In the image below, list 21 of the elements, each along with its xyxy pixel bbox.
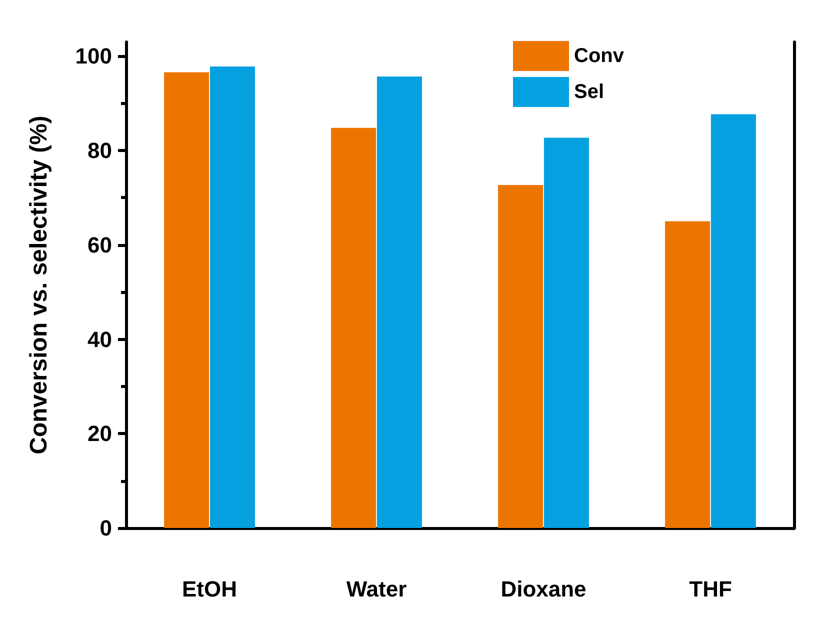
- y-tick-label: 80: [88, 138, 112, 164]
- y-axis-title: Conversion vs. selectivity (%): [26, 116, 52, 454]
- bar: [710, 114, 756, 528]
- bar: [331, 128, 376, 528]
- legend-label: Conv: [574, 45, 625, 67]
- x-tick-label: Dioxane: [500, 576, 586, 602]
- y-tick-label: 20: [88, 421, 112, 446]
- y-tick-label: 100: [75, 44, 112, 69]
- bar: [376, 76, 422, 528]
- bar: [498, 184, 544, 528]
- bar: [544, 138, 589, 528]
- bar: [210, 66, 255, 528]
- legend-label: Sel: [574, 81, 604, 103]
- bar: [665, 221, 710, 528]
- y-tick-label: 0: [100, 516, 112, 540]
- x-tick-label: THF: [689, 576, 732, 602]
- bar: [164, 72, 210, 528]
- x-tick-label: EtOH: [182, 576, 237, 602]
- y-tick-label: 60: [88, 232, 112, 258]
- x-tick-label: Water: [346, 576, 408, 602]
- y-tick-label: 40: [88, 326, 112, 352]
